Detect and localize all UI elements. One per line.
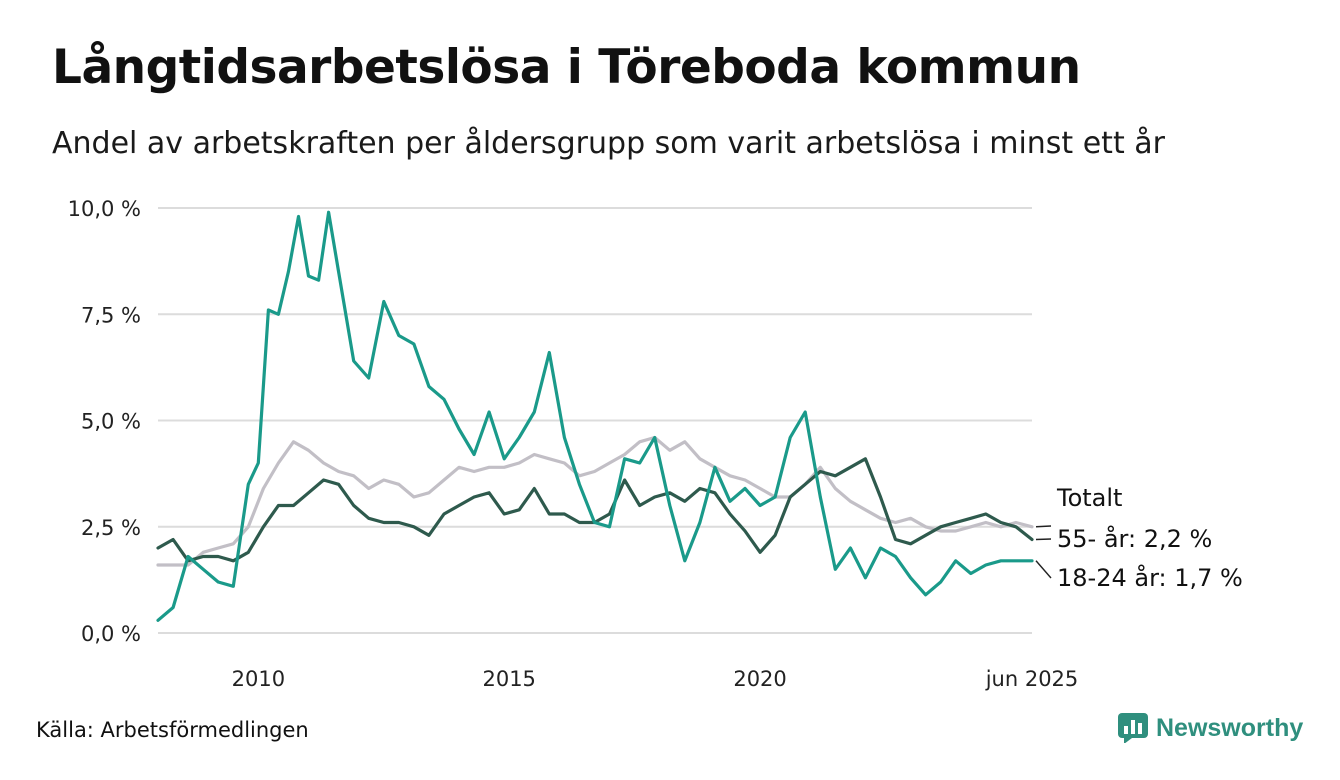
- series-line-55: [156, 457, 1034, 563]
- y-tick-label: 5,0 %: [81, 410, 141, 434]
- x-tick-label: jun 2025: [985, 667, 1079, 691]
- grid-lines: [158, 207, 1032, 634]
- x-tick-label: 2015: [482, 667, 535, 691]
- end-labels: Totalt 55- år: 2,2 % 18-24 år: 1,7 %: [1035, 484, 1243, 592]
- end-label: Totalt: [1056, 484, 1122, 512]
- end-label-leader: [1035, 538, 1052, 541]
- x-tick-label: 2010: [232, 667, 285, 691]
- chart-subtitle: Andel av arbetskraften per åldersgrupp s…: [52, 126, 1165, 161]
- x-tick-label: 2020: [733, 667, 786, 691]
- y-axis-ticks: 0,0 % 2,5 % 5,0 % 7,5 % 10,0 %: [68, 197, 141, 646]
- brand-name: Newsworthy: [1156, 713, 1304, 742]
- end-label: 55- år: 2,2 %: [1057, 524, 1212, 553]
- series-line-1824: [156, 210, 1034, 622]
- end-label-leader: [1035, 560, 1052, 579]
- y-tick-label: 7,5 %: [81, 303, 141, 327]
- series-line-totalt: [156, 435, 1034, 567]
- bar-chart-logo-icon: [1118, 713, 1148, 743]
- source-note: Källa: Arbetsförmedlingen: [36, 718, 309, 742]
- y-tick-label: 0,0 %: [81, 622, 141, 646]
- end-label: 18-24 år: 1,7 %: [1057, 563, 1243, 592]
- chart-title: Långtidsarbetslösa i Töreboda kommun: [52, 40, 1081, 95]
- y-tick-label: 2,5 %: [81, 516, 141, 540]
- end-label-leader: [1035, 525, 1052, 528]
- x-axis-ticks: 2010 2015 2020 jun 2025: [232, 667, 1079, 691]
- brand-logo[interactable]: Newsworthy: [1118, 713, 1303, 743]
- y-tick-label: 10,0 %: [68, 197, 141, 221]
- series-lines: [156, 210, 1034, 622]
